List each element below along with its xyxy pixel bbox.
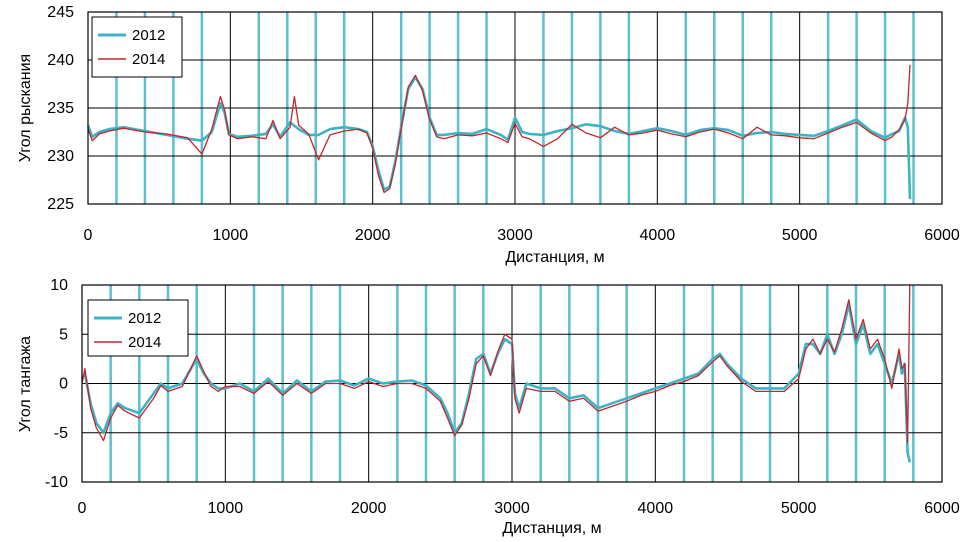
series-line-2014 (81, 284, 911, 444)
y-tick-label: -5 (54, 425, 68, 442)
y-tick-label: 245 (47, 4, 74, 21)
x-tick-label: 2000 (355, 227, 391, 244)
x-tick-label: 4000 (640, 227, 676, 244)
y-tick-label: 5 (59, 326, 68, 343)
x-tick-label: 3000 (497, 227, 533, 244)
x-tick-label: 3000 (494, 500, 530, 517)
x-tick-label: 5000 (781, 500, 817, 517)
x-tick-label: 4000 (638, 500, 674, 517)
legend-label-2014: 2014 (128, 334, 161, 351)
legend: 2012 2014 (91, 16, 183, 78)
x-axis-label: Дистанция, м (505, 249, 604, 266)
plot-frame (81, 284, 943, 483)
y-tick-label: -10 (45, 474, 68, 491)
series-line-2012 (80, 303, 912, 463)
legend-box (91, 16, 183, 78)
y-tick-label: 225 (47, 196, 74, 213)
x-tick-label: 6000 (924, 500, 960, 517)
series-line-2014 (87, 64, 911, 194)
chart-1: 0 1000 2000 3000 4000 5000 6000 225 230 235 240 245… (17, 4, 960, 266)
legend-label-2012: 2012 (132, 27, 165, 44)
y-tick-label: 230 (47, 148, 74, 165)
legend-box (87, 299, 189, 357)
y-tick-label: 240 (47, 52, 74, 69)
y-axis-label: Угол тангажа (17, 336, 34, 432)
legend-label-2014: 2014 (132, 51, 165, 68)
x-axis-label: Дистанция, м (502, 520, 601, 537)
y-tick-label: 235 (47, 100, 74, 117)
x-tick-label: 1000 (213, 227, 249, 244)
x-tick-label: 6000 (924, 227, 960, 244)
y-tick-label: 10 (50, 277, 68, 294)
y-tick-label: 0 (59, 376, 68, 393)
x-tick-label: 5000 (782, 227, 818, 244)
x-tick-label: 0 (78, 500, 87, 517)
x-tick-label: 0 (84, 227, 93, 244)
x-tick-label: 2000 (351, 500, 387, 517)
series-line-2012 (86, 76, 912, 200)
plot-frame (87, 11, 943, 205)
y-axis-label: Угол рыскания (17, 54, 34, 162)
legend: 2012 2014 (87, 299, 189, 357)
legend-label-2012: 2012 (128, 310, 161, 327)
chart-2: 0 1000 2000 3000 4000 5000 6000 -10 -5 0 5 10 Дистан… (17, 277, 960, 537)
x-tick-label: 1000 (208, 500, 244, 517)
